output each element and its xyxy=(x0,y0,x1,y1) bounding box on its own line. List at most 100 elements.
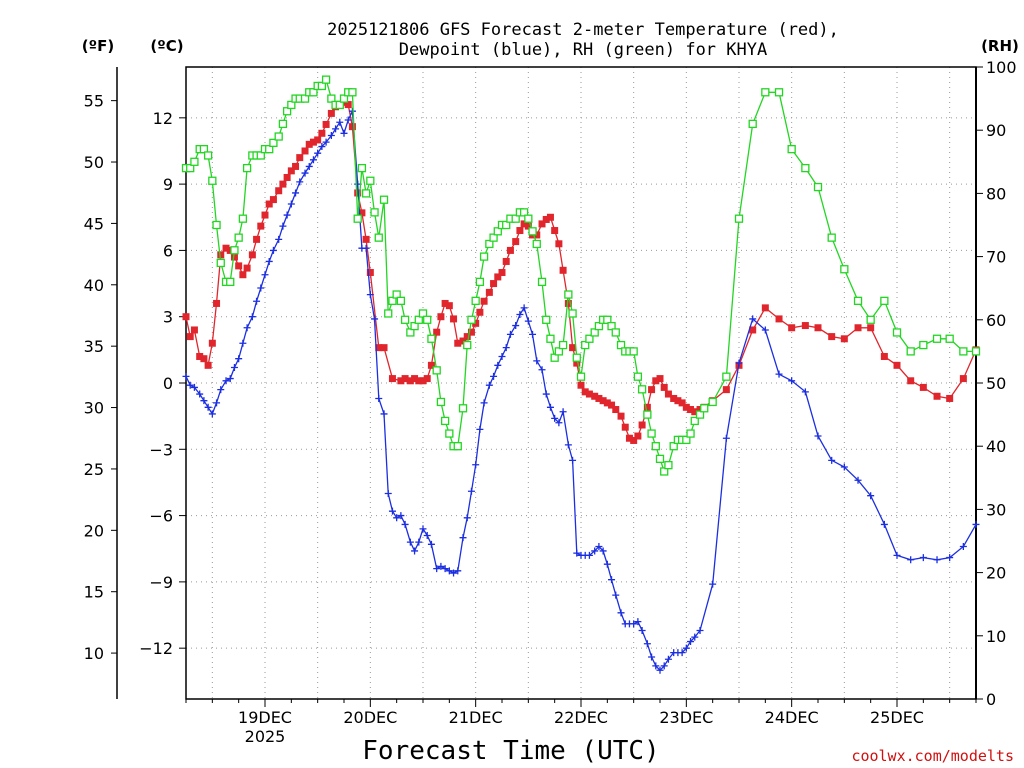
rh-point xyxy=(546,334,555,343)
temperature-point xyxy=(696,406,704,414)
rh-point xyxy=(256,151,265,160)
dewpoint-point xyxy=(660,662,668,670)
rh-point xyxy=(361,189,371,198)
temperature-point xyxy=(893,361,901,369)
temperature-point xyxy=(814,324,822,332)
temperature-point xyxy=(788,324,796,332)
dewpoint-point xyxy=(200,397,208,405)
rh-point xyxy=(511,214,520,223)
temperature-point xyxy=(919,383,927,391)
dewpoint-point xyxy=(893,551,901,559)
rh-point xyxy=(734,214,744,223)
temperature-point xyxy=(415,377,423,385)
rh-tick-label: 40 xyxy=(986,437,1006,456)
dewpoint-point xyxy=(332,125,340,133)
temperature-point xyxy=(248,251,256,259)
temperature-point xyxy=(459,337,467,345)
dewpoint-point xyxy=(186,381,194,389)
dewpoint-point xyxy=(551,414,559,422)
rh-point xyxy=(542,315,551,324)
dewpoint-point xyxy=(269,246,277,254)
dewpoint-point xyxy=(393,514,401,522)
chart-title-line1: 2025121806 GFS Forecast 2-meter Temperat… xyxy=(327,20,839,40)
rh-point xyxy=(208,176,217,185)
rh-point xyxy=(282,107,292,116)
temperature-point xyxy=(608,401,616,409)
rh-point xyxy=(669,442,678,451)
temperature-point xyxy=(265,200,273,208)
rh-point xyxy=(682,435,691,445)
dewpoint-point xyxy=(327,132,335,140)
rh-point xyxy=(230,246,239,255)
dewpoint-point xyxy=(235,355,243,363)
rh-point xyxy=(269,138,278,147)
fahrenheit-tick-label: 55 xyxy=(84,92,104,111)
rh-point xyxy=(278,119,288,129)
temperature-point xyxy=(634,432,642,440)
rh-point xyxy=(485,239,494,249)
dewpoint-point xyxy=(828,456,836,464)
rh-point xyxy=(568,309,577,318)
temperature-point xyxy=(380,344,388,352)
temperature-point xyxy=(243,264,251,272)
rh-point xyxy=(287,100,296,110)
rh-point xyxy=(453,442,462,451)
dewpoint-point xyxy=(437,562,445,570)
dewpoint-point xyxy=(638,626,646,634)
rh-point xyxy=(585,334,594,343)
dewpoint-point xyxy=(301,169,309,177)
rh-point xyxy=(787,145,796,154)
temperature-point xyxy=(301,147,309,155)
dewpoint-point xyxy=(208,410,216,418)
fahrenheit-tick-label: 30 xyxy=(84,399,104,418)
dewpoint-point xyxy=(512,322,520,330)
temperature-point xyxy=(577,381,585,389)
temperature-point xyxy=(200,355,208,363)
dewpoint-point xyxy=(182,372,190,380)
rh-tick-label: 70 xyxy=(986,248,1006,267)
temperature-point xyxy=(542,215,550,223)
temperature-point xyxy=(450,315,458,323)
rh-point xyxy=(203,151,213,160)
temperature-point xyxy=(485,288,493,296)
dewpoint-point xyxy=(722,434,730,442)
rh-point xyxy=(348,88,357,97)
dewpoint-point xyxy=(538,366,546,374)
rh-point xyxy=(458,404,468,413)
temperature-point xyxy=(235,262,243,270)
temperature-point xyxy=(520,220,528,228)
rh-point xyxy=(611,328,620,337)
dewpoint-point xyxy=(788,377,796,385)
temperature-point xyxy=(309,138,317,146)
temperature-point xyxy=(506,246,514,254)
dewpoint-point xyxy=(226,375,234,383)
dewpoint-point xyxy=(292,189,300,197)
temperature-point xyxy=(388,375,396,383)
rh-point xyxy=(643,410,652,419)
rh-point xyxy=(932,334,942,343)
rh-point xyxy=(396,296,406,305)
rh-point xyxy=(427,334,436,343)
fahrenheit-tick-label: 15 xyxy=(84,583,104,602)
temperature-point xyxy=(907,377,915,385)
dewpoint-point xyxy=(608,576,616,584)
temperature-point xyxy=(279,180,287,188)
dewpoint-point xyxy=(664,655,672,663)
temperature-point xyxy=(670,394,678,402)
temperature-point xyxy=(691,408,699,416)
rh-point xyxy=(616,340,626,350)
dewpoint-point xyxy=(630,620,638,628)
dewpoint-point xyxy=(880,520,888,528)
dewpoint-point xyxy=(933,556,941,564)
dewpoint-point xyxy=(749,315,757,323)
dewpoint-point xyxy=(585,551,593,559)
temperature-point xyxy=(581,388,589,396)
dewpoint-point xyxy=(919,554,927,562)
temperature-point xyxy=(494,273,502,281)
dewpoint-point xyxy=(336,118,344,126)
dewpoint-point xyxy=(569,456,577,464)
credit-text: coolwx.com/modelts xyxy=(851,747,1014,765)
dewpoint-point xyxy=(498,352,506,360)
temperature-point xyxy=(196,352,204,360)
dewpoint-point xyxy=(275,235,283,243)
